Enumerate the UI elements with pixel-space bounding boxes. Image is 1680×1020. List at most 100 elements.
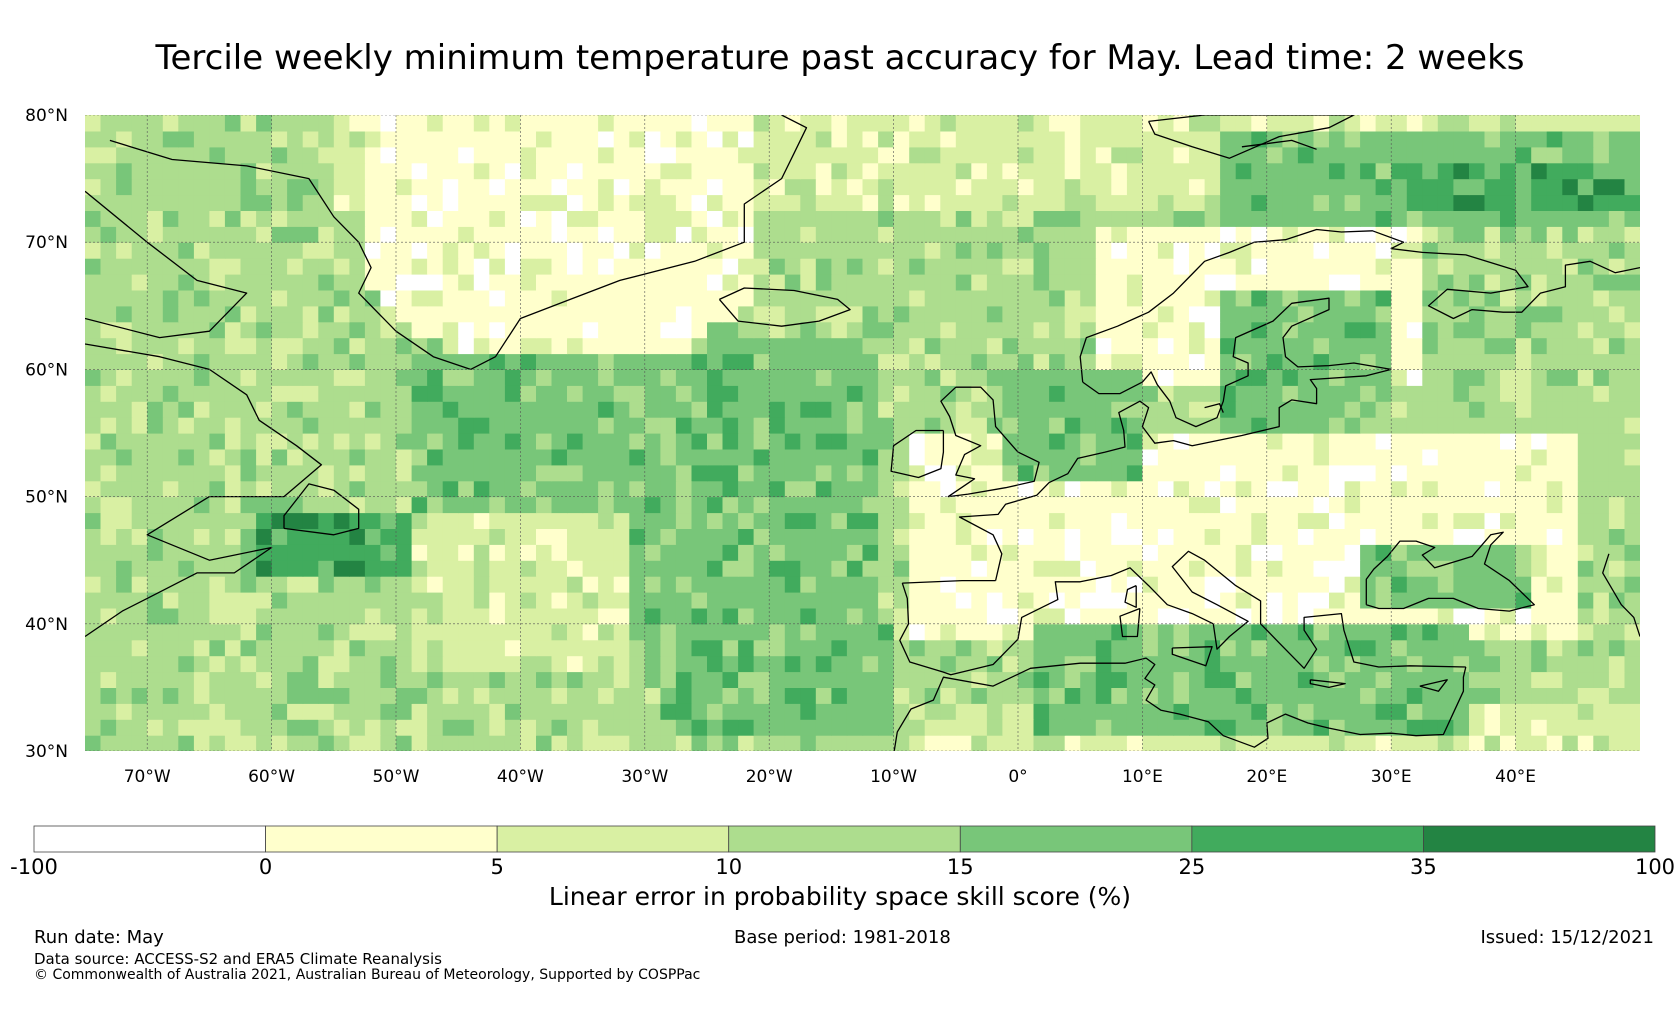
skill-cell: [1220, 194, 1237, 211]
skill-cell: [1251, 162, 1268, 180]
skill-cell: [1173, 719, 1190, 736]
skill-cell: [256, 289, 273, 307]
skill-cell: [1033, 496, 1050, 514]
skill-cell: [411, 703, 428, 720]
skill-cell: [271, 560, 288, 577]
skill-cell: [1297, 433, 1314, 450]
skill-cell: [1608, 639, 1626, 657]
skill-cell: [1546, 210, 1563, 227]
skill-cell: [1469, 496, 1486, 514]
skill-cell: [1297, 480, 1314, 498]
skill-cell: [1189, 353, 1206, 370]
skill-cell: [629, 687, 646, 704]
skill-cell: [240, 417, 257, 434]
skill-cell: [800, 735, 817, 751]
skill-cell: [396, 401, 413, 418]
skill-cell: [504, 162, 522, 180]
skill-cell: [909, 258, 926, 275]
skill-cell: [753, 623, 770, 641]
skill-cell: [1515, 417, 1532, 434]
skill-cell: [1235, 115, 1252, 132]
skill-cell: [1329, 528, 1346, 545]
skill-cell: [1484, 592, 1501, 609]
skill-cell: [971, 639, 988, 657]
skill-cell: [909, 623, 926, 641]
skill-cell: [131, 417, 148, 434]
skill-cell: [458, 480, 475, 498]
skill-cell: [147, 194, 164, 211]
skill-cell: [1422, 289, 1439, 307]
skill-cell: [100, 226, 117, 243]
skill-cell: [1437, 607, 1454, 625]
skill-cell: [955, 385, 972, 402]
skill-cell: [831, 242, 848, 259]
skill-cell: [675, 401, 693, 418]
skill-cell: [1422, 433, 1439, 450]
skill-cell: [427, 258, 444, 275]
skill-cell: [660, 321, 677, 339]
skill-cell: [178, 194, 195, 211]
skill-cell: [256, 496, 273, 514]
skill-cell: [986, 115, 1003, 132]
skill-cell: [349, 242, 366, 259]
skill-cell: [147, 242, 164, 259]
skill-cell: [209, 576, 226, 593]
skill-cell: [1002, 560, 1019, 577]
skill-cell: [504, 115, 522, 132]
skill-cell: [1157, 321, 1175, 339]
skill-cell: [1220, 639, 1237, 657]
skill-cell: [909, 433, 926, 450]
skill-cell: [1515, 623, 1532, 641]
skill-cell: [318, 146, 335, 164]
skill-cell: [178, 528, 195, 545]
skill-cell: [1266, 592, 1283, 609]
skill-cell: [629, 130, 646, 148]
skill-cell: [846, 623, 864, 641]
skill-cell: [924, 162, 941, 180]
skill-cell: [722, 178, 739, 196]
skill-cell: [1500, 305, 1517, 323]
skill-cell: [567, 146, 584, 164]
skill-cell: [1344, 146, 1361, 164]
skill-cell: [1189, 655, 1206, 673]
skill-cell: [209, 544, 226, 561]
skill-cell: [1437, 289, 1454, 307]
skill-cell: [520, 512, 537, 529]
skill-cell: [1126, 115, 1143, 132]
skill-cell: [536, 194, 553, 211]
skill-cell: [1500, 560, 1517, 577]
skill-cell: [193, 512, 210, 529]
skill-cell: [1142, 401, 1159, 418]
skill-cell: [878, 687, 895, 704]
skill-cell: [598, 433, 615, 450]
skill-cell: [162, 194, 179, 211]
skill-cell: [613, 194, 630, 211]
skill-cell: [815, 130, 832, 148]
skill-cell: [707, 321, 724, 339]
skill-cell: [427, 210, 444, 227]
skill-cell: [1251, 226, 1268, 243]
skill-cell: [1095, 321, 1112, 339]
skill-cell: [380, 671, 397, 688]
skill-cell: [473, 162, 490, 180]
skill-cell: [1064, 385, 1081, 402]
skill-cell: [1297, 576, 1314, 593]
skill-cell: [629, 623, 646, 641]
skill-cell: [1469, 210, 1486, 227]
skill-cell: [1608, 512, 1626, 529]
skill-cell: [380, 226, 397, 243]
skill-cell: [1282, 528, 1299, 545]
skill-cell: [1313, 274, 1330, 291]
skill-cell: [1142, 289, 1159, 307]
skill-cell: [1469, 305, 1486, 323]
skill-cell: [1453, 321, 1470, 339]
skill-cell: [1422, 417, 1439, 434]
skill-cell: [193, 258, 210, 275]
skill-cell: [458, 576, 475, 593]
skill-cell: [131, 560, 148, 577]
skill-cell: [458, 194, 475, 211]
skill-cell: [1266, 703, 1283, 720]
skill-cell: [1515, 210, 1532, 227]
skill-cell: [567, 464, 584, 482]
skill-cell: [1453, 337, 1470, 355]
